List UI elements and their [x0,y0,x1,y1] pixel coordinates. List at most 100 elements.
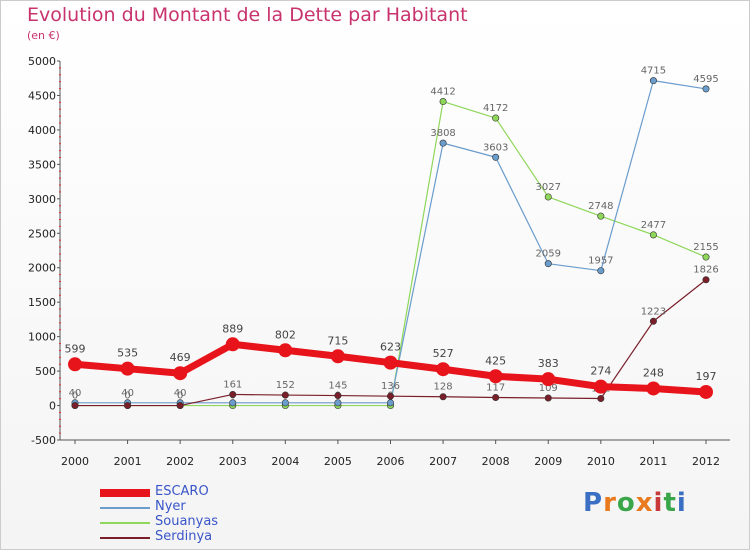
y-tick-label: 4000 [28,124,56,137]
data-point-escaro [278,343,293,358]
data-label-serdinya: 152 [276,380,295,391]
data-label-escaro: 535 [117,347,138,360]
legend-label: Souanyas [155,514,219,529]
data-label-souanyas: 0 [124,391,130,402]
data-label-escaro: 197 [696,370,717,383]
data-point-escaro [646,381,661,396]
data-point-nyer [492,153,500,161]
data-label-escaro: 425 [485,354,506,367]
logo-letter: o [616,488,636,518]
data-point-souanyas [544,193,552,201]
data-point-nyer [439,139,447,147]
data-point-nyer [597,267,605,275]
x-tick-label: 2000 [61,455,89,468]
data-label-souanyas: 0 [72,391,78,402]
logo-letter: r [603,488,617,518]
data-point-serdinya [229,390,237,398]
data-label-escaro: 383 [538,357,559,370]
logo-letter: i [676,488,687,518]
legend-item-escaro: ESCARO [100,484,300,500]
x-tick-label: 2005 [324,455,352,468]
legend-label: Serdinya [155,529,213,544]
data-label-escaro: 469 [170,351,191,364]
x-tick-label: 2008 [482,455,510,468]
data-label-souanyas: 4172 [483,103,508,114]
data-point-nyer [229,399,237,407]
data-point-escaro [383,355,398,370]
data-point-serdinya [176,402,184,410]
data-label-nyer: 40 [69,388,82,399]
data-point-escaro [593,379,608,394]
legend-item-serdinya: Serdinya [100,529,300,545]
x-tick-label: 2007 [429,455,457,468]
data-point-serdinya [439,393,447,401]
data-label-escaro: 715 [327,334,348,347]
data-label-souanyas: 2155 [693,242,718,253]
data-label-escaro: 889 [222,322,243,335]
data-point-serdinya [702,276,710,284]
data-label-escaro: 623 [380,341,401,354]
legend-swatch [100,507,150,509]
data-point-escaro [699,384,713,399]
data-point-serdinya [492,393,500,401]
data-point-serdinya [124,402,132,410]
data-point-nyer [649,77,657,85]
proxiti-logo: Proxiti [583,488,687,518]
y-tick-label: 5000 [28,55,56,68]
data-label-serdinya: 1223 [641,306,666,317]
data-label-escaro: 802 [275,328,296,341]
x-tick-label: 2004 [271,455,299,468]
data-label-serdinya: 1826 [693,265,718,276]
data-label-souanyas: 2748 [588,201,613,212]
data-point-escaro [120,361,135,376]
logo-letter: t [663,488,677,518]
data-label-serdinya: 109 [539,383,558,394]
logo-letter: x [635,488,654,518]
data-point-nyer [386,399,394,407]
data-point-escaro [488,369,503,384]
data-point-serdinya [544,394,552,402]
data-label-escaro: 248 [643,366,664,379]
y-tick-label: 3000 [28,193,56,206]
y-tick-label: 1000 [28,331,56,344]
data-label-souanyas: 4412 [430,87,455,98]
data-label-escaro: 599 [65,342,86,355]
data-label-souanyas: 3027 [536,182,561,193]
x-tick-label: 2009 [534,455,562,468]
data-label-nyer: 40 [174,388,187,399]
x-tick-label: 2010 [587,455,615,468]
data-label-nyer: 1957 [588,256,613,267]
data-label-nyer: 3808 [430,128,455,139]
data-point-serdinya [281,391,289,399]
x-tick-label: 2006 [377,455,405,468]
data-point-souanyas [439,98,447,106]
logo-letter: P [583,488,604,518]
data-point-serdinya [597,395,605,403]
data-label-serdinya: 128 [434,382,453,393]
y-tick-label: 2000 [28,262,56,275]
y-tick-label: 4500 [28,89,56,102]
data-label-escaro: 274 [590,365,611,378]
data-label-serdinya: 136 [381,381,400,392]
legend-swatch [100,537,150,539]
x-tick-label: 2012 [692,455,720,468]
data-point-nyer [334,399,342,407]
data-label-serdinya: 117 [486,382,505,393]
data-label-nyer: 4715 [641,66,666,77]
legend-item-souanyas: Souanyas [100,514,300,530]
legend-item-nyer: Nyer [100,499,300,515]
chart-unit-subtitle: (en €) [27,29,60,42]
logo-letter: i [653,488,664,518]
y-tick-label: 500 [35,365,56,378]
data-point-escaro [541,372,556,387]
data-point-nyer [544,260,552,268]
legend-swatch [100,522,150,524]
y-tick-label: 2500 [28,227,56,240]
data-point-escaro [173,366,188,381]
data-point-souanyas [597,212,605,220]
y-tick-label: 1500 [28,296,56,309]
data-label-nyer: 40 [121,388,134,399]
x-tick-label: 2001 [114,455,142,468]
